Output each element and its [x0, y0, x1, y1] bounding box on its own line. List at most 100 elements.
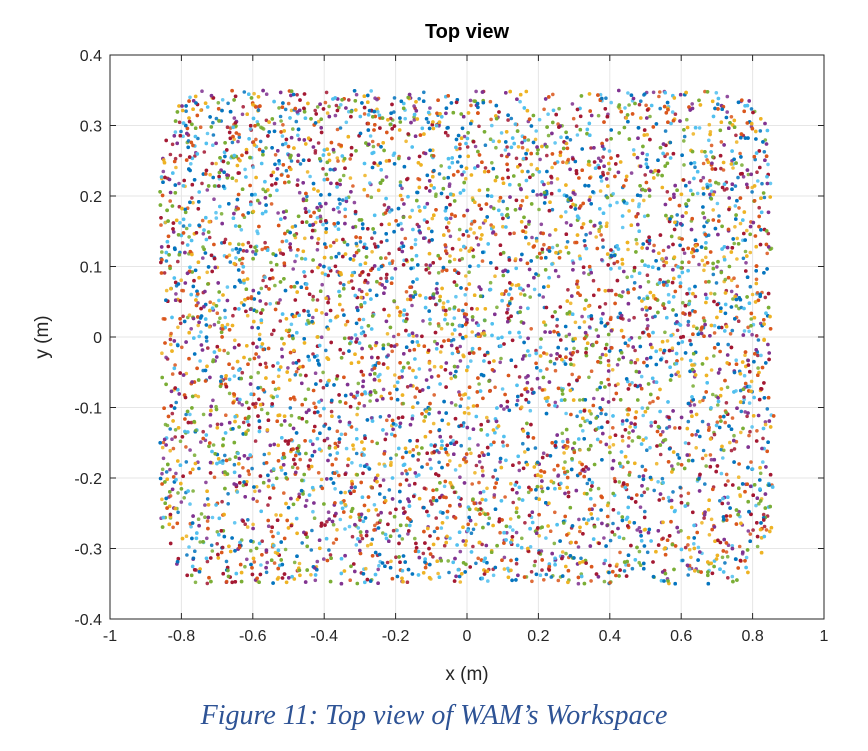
scatter-point [219, 212, 224, 216]
scatter-point [347, 98, 351, 102]
scatter-point [609, 100, 613, 105]
scatter-point [256, 370, 261, 375]
scatter-point [548, 529, 553, 533]
scatter-point [243, 564, 247, 569]
scatter-point [363, 333, 367, 338]
scatter-point [461, 308, 465, 313]
scatter-point [276, 531, 281, 535]
scatter-point [272, 561, 277, 565]
scatter-point [187, 313, 192, 318]
scatter-point [589, 369, 594, 374]
scatter-point [704, 280, 708, 284]
scatter-point [601, 155, 605, 159]
scatter-point [665, 190, 670, 194]
scatter-point [748, 532, 753, 536]
scatter-point [315, 248, 320, 252]
scatter-point [495, 477, 500, 482]
scatter-point [439, 526, 444, 530]
scatter-point [737, 206, 741, 210]
scatter-point [455, 365, 460, 369]
scatter-point [582, 517, 586, 521]
scatter-point [534, 129, 538, 133]
scatter-point [571, 261, 576, 265]
scatter-point [755, 291, 760, 295]
scatter-point [611, 192, 615, 196]
scatter-point [687, 287, 692, 291]
scatter-point [324, 348, 328, 353]
scatter-point [511, 528, 515, 532]
scatter-point [434, 516, 439, 520]
scatter-point [549, 353, 553, 358]
scatter-point [465, 229, 469, 233]
scatter-point [461, 421, 466, 425]
scatter-point [700, 258, 705, 263]
scatter-point [252, 91, 256, 96]
scatter-point [451, 438, 456, 443]
scatter-point [296, 178, 300, 182]
scatter-point [575, 282, 579, 286]
scatter-point [465, 145, 470, 149]
scatter-point [187, 235, 191, 239]
scatter-point [264, 118, 269, 123]
scatter-point [746, 529, 751, 533]
scatter-point [502, 407, 506, 411]
scatter-point [312, 516, 317, 520]
scatter-point [223, 237, 228, 242]
scatter-point [658, 347, 663, 352]
scatter-point [386, 342, 391, 347]
scatter-point [267, 478, 271, 483]
scatter-point [653, 314, 657, 319]
scatter-point [392, 110, 396, 114]
scatter-point [654, 461, 659, 466]
scatter-point [558, 249, 563, 254]
scatter-point [617, 266, 622, 270]
scatter-point [381, 387, 386, 392]
scatter-point [184, 445, 188, 449]
scatter-point [252, 560, 257, 564]
scatter-point [205, 536, 209, 541]
scatter-point [652, 243, 656, 248]
scatter-point [168, 152, 173, 157]
scatter-point [255, 120, 260, 124]
scatter-point [500, 212, 504, 217]
scatter-point [462, 134, 467, 139]
scatter-point [709, 457, 714, 462]
scatter-point [648, 445, 652, 450]
scatter-point [737, 509, 741, 514]
scatter-point [341, 173, 346, 178]
scatter-point [250, 466, 254, 471]
scatter-point [362, 112, 367, 116]
scatter-point [288, 406, 293, 410]
scatter-point [658, 452, 663, 457]
scatter-point [313, 578, 318, 583]
scatter-point [448, 234, 453, 239]
scatter-point [691, 254, 696, 259]
scatter-point [469, 451, 473, 456]
scatter-point [218, 316, 222, 321]
scatter-point [359, 325, 364, 330]
scatter-point [298, 373, 303, 377]
scatter-point [318, 413, 323, 418]
scatter-point [266, 503, 270, 507]
scatter-point [385, 279, 389, 284]
scatter-point [337, 105, 341, 110]
scatter-point [744, 555, 749, 560]
scatter-point [641, 413, 645, 418]
scatter-point [548, 233, 552, 237]
scatter-point [723, 420, 727, 425]
scatter-point [675, 328, 680, 333]
scatter-point [297, 561, 302, 566]
scatter-point [737, 544, 742, 549]
scatter-point [509, 116, 514, 121]
scatter-point [296, 133, 300, 138]
scatter-point [592, 396, 596, 401]
scatter-point [201, 412, 206, 417]
scatter-point [259, 286, 264, 291]
scatter-point [638, 505, 643, 510]
scatter-point [311, 294, 316, 299]
scatter-point [508, 517, 513, 521]
scatter-point [457, 308, 461, 313]
scatter-point [704, 154, 708, 159]
scatter-point [564, 221, 569, 225]
scatter-point [277, 106, 281, 110]
